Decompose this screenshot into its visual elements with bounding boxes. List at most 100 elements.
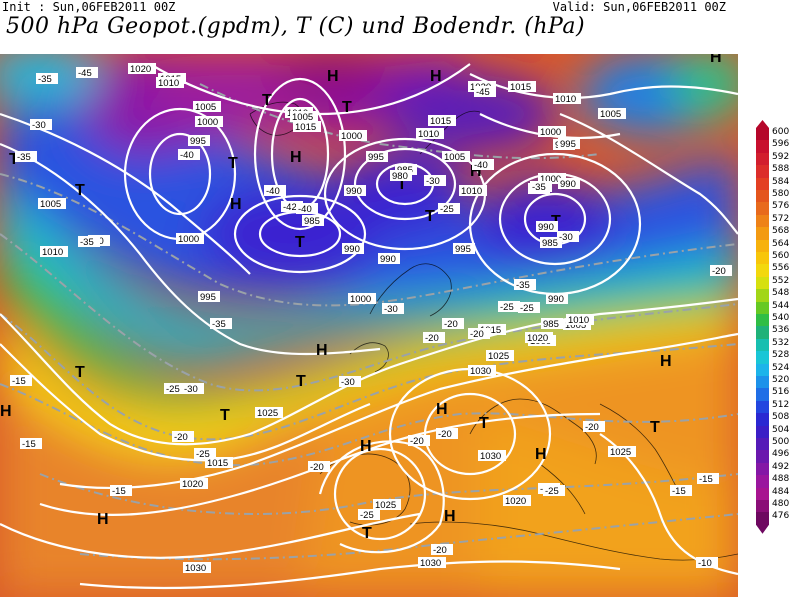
isobar-label: 990	[560, 179, 576, 190]
isotherm-label-box	[296, 203, 318, 214]
isobar-label: 1020	[505, 496, 526, 507]
isobar-label-box	[176, 233, 204, 244]
legend-swatch	[756, 500, 769, 513]
legend-label: 536	[772, 325, 790, 336]
legend-swatch	[756, 301, 769, 314]
isobar-label-box	[339, 130, 367, 141]
low-marker: T	[75, 364, 85, 381]
high-marker: H	[97, 511, 109, 528]
legend-label: 508	[772, 412, 790, 423]
legend-swatch	[756, 487, 769, 500]
isobar-label: 1000	[540, 127, 561, 138]
pressure-centers: H H H H H H H H H H H H H H T T T T T T …	[0, 54, 722, 542]
isotherm-label: -25	[500, 302, 514, 313]
isobar-label-box	[598, 108, 626, 119]
isobar-label: 1010	[555, 94, 576, 105]
isobar-label: 1010	[42, 247, 63, 258]
isotherm-label-box	[442, 318, 464, 329]
isobar-label: 990	[346, 186, 362, 197]
isotherm-label: -20	[470, 329, 484, 340]
isotherm-label-box	[78, 236, 100, 247]
isotherm-label-box	[423, 332, 445, 343]
isotherm-label-box	[178, 149, 200, 160]
legend-swatch	[756, 363, 769, 376]
legend-swatch	[756, 438, 769, 451]
isotherm-label-box	[308, 461, 330, 472]
isotherm-label: -35	[17, 152, 31, 163]
isobar-label: 985	[542, 238, 558, 249]
high-marker: H	[360, 438, 372, 455]
isobar-label: 1005	[40, 199, 61, 210]
isotherm-label-box	[20, 438, 42, 449]
isobar-label: 995	[455, 244, 471, 255]
isotherm-label: -35	[38, 74, 52, 85]
isotherm-label-box	[210, 318, 232, 329]
legend-label: 552	[772, 275, 790, 286]
legend-label: 504	[772, 424, 790, 435]
weather-map: H H H H H H H H H H H H H H T T T T T T …	[0, 54, 738, 597]
isotherm-label: -30	[341, 377, 355, 388]
legend-swatch	[756, 276, 769, 290]
isotherm-label-box	[15, 151, 37, 162]
isobar-label-box	[40, 246, 68, 257]
legend-bottom-arrow	[756, 524, 769, 534]
isobar-label: 1010	[418, 129, 439, 140]
legend-swatch	[756, 338, 769, 352]
isotherm-label: -30	[32, 120, 46, 131]
isotherm-label: -25	[196, 449, 210, 460]
legend-top-arrow	[756, 120, 769, 128]
isobar-label-box	[538, 126, 566, 137]
isobar-label-box	[428, 115, 456, 126]
isotherm-label-box	[164, 383, 186, 394]
isobar-label: 1010	[158, 78, 179, 89]
isobar-label-box	[608, 446, 636, 457]
isobar-label: 990	[344, 244, 360, 255]
legend-label: 484	[772, 486, 790, 497]
isotherm-label-box	[468, 328, 490, 339]
isotherm-label: -30	[559, 232, 573, 243]
isotherm-label-box	[474, 86, 496, 97]
legend-swatch	[756, 450, 769, 463]
legend-swatch	[756, 376, 769, 389]
color-scale-legend: 600 596 592 588 584 580 576 572 568 564 560 556 552 5…	[752, 120, 790, 534]
high-marker: H	[430, 68, 442, 85]
isobar-label-box	[255, 407, 283, 418]
isobar-label-box	[180, 478, 208, 489]
isobar-label-box	[503, 495, 531, 506]
isobar-label: 1005	[444, 152, 465, 163]
isobar-label-box	[395, 164, 417, 175]
isotherms	[0, 83, 738, 561]
isobar-label-box	[416, 128, 444, 139]
isotherm-label: -40	[474, 160, 488, 171]
coastlines	[249, 101, 738, 561]
init-time-label: Init : Sun,06FEB2011 00Z	[2, 0, 176, 14]
isotherm-label: -20	[585, 422, 599, 433]
isotherm-label: -35	[532, 182, 546, 193]
isobar-label: 1000	[341, 131, 362, 142]
isobar-label: 1010	[461, 186, 482, 197]
isobar-label: 1020	[527, 333, 548, 344]
legend-swatch	[756, 190, 769, 203]
isotherm-label: -20	[433, 545, 447, 556]
isobar-label-box	[453, 243, 475, 254]
valid-time-label: Valid: Sun,06FEB2011 00Z	[552, 0, 726, 14]
low-marker: T	[75, 182, 85, 199]
legend-swatch	[756, 314, 769, 327]
isotherm-label-box	[36, 73, 58, 84]
isotherm-label-box	[670, 485, 692, 496]
isobar-label-box	[478, 324, 506, 335]
isotherm-label: -15	[672, 486, 686, 497]
legend-label: 576	[772, 201, 790, 212]
legend-label: 532	[772, 337, 790, 348]
legend-swatch	[756, 475, 769, 488]
legend-label: 512	[772, 399, 790, 410]
isotherm-label: -30	[184, 384, 198, 395]
isotherm-label: -15	[12, 376, 26, 387]
high-marker: H	[470, 163, 482, 180]
isotherm-label-box	[110, 485, 132, 496]
isotherm-label: -20	[438, 429, 452, 440]
isobar-label-box	[198, 291, 220, 302]
isobar-label: 1015	[295, 122, 316, 133]
isotherm-label: -40	[298, 204, 312, 215]
isobar-label-box	[541, 318, 563, 329]
